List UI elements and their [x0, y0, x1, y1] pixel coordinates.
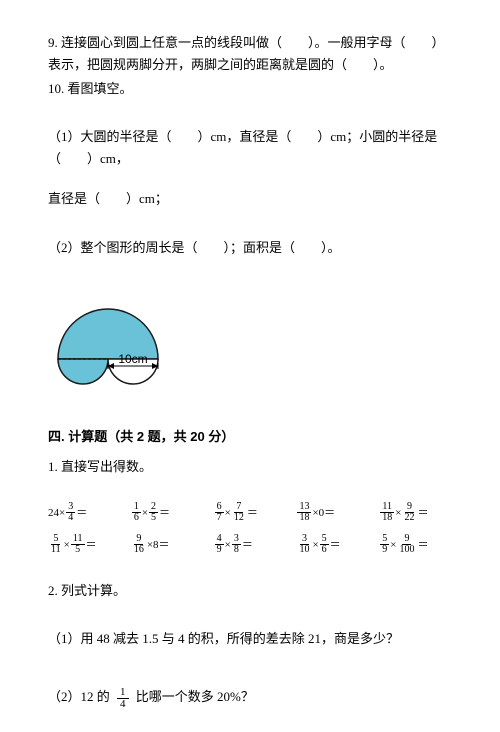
word2-fraction: 1 4 [117, 687, 129, 710]
figure-label: 10cm [118, 352, 147, 366]
eq-2-2: 916 ×8＝ [131, 532, 204, 558]
word-problem-2: （2）12 的 1 4 比哪一个数多 20%？ [48, 686, 452, 710]
section-4-sub1: 1. 直接写出得数。 [48, 456, 452, 478]
word2-post: 比哪一个数多 20%？ [136, 689, 254, 704]
eq-1-3: 67 × 712 ＝ [214, 500, 287, 526]
section-4-heading: 四. 计算题（共 2 题，共 20 分） [48, 426, 452, 448]
word2-pre: （2）12 的 [48, 689, 110, 704]
question-10-part2: （2）整个图形的周长是（ ）；面积是（ ）。 [48, 237, 452, 259]
eq-1-4: 1318 ×0＝ [296, 500, 369, 526]
eq-1-5: 1118 × 922 ＝ [379, 500, 452, 526]
eq-1-1: 24× 34 ＝ [48, 500, 121, 526]
eq-text: 24× [48, 504, 65, 523]
question-9: 9. 连接圆心到圆上任意一点的线段叫做（ ）。一般用字母（ ）表示，把圆规两脚分… [48, 32, 452, 76]
eq-2-4: 310 × 56 ＝ [296, 532, 369, 558]
question-10-part1b: 直径是（ ）cm； [48, 188, 452, 210]
question-10-part1: （1）大圆的半径是（ ）cm，直径是（ ）cm；小圆的半径是（ ）cm， [48, 126, 452, 170]
eq-1-2: 16 × 25 ＝ [131, 500, 204, 526]
section-4-sub2: 2. 列式计算。 [48, 580, 452, 602]
question-10-figure: 10cm [48, 281, 452, 398]
equation-row-1: 24× 34 ＝ 16 × 25 ＝ 67 × 712 ＝ 1318 ×0＝ 1… [48, 500, 452, 526]
document-page: 9. 连接圆心到圆上任意一点的线段叫做（ ）。一般用字母（ ）表示，把圆规两脚分… [0, 0, 500, 732]
eq-2-1: 511 × 115 ＝ [48, 532, 121, 558]
equation-row-2: 511 × 115 ＝ 916 ×8＝ 49 × 38 ＝ 310 × 56 ＝… [48, 532, 452, 558]
eq-2-5: 59 × 9100 ＝ [379, 532, 452, 558]
eq-2-3: 49 × 38 ＝ [214, 532, 287, 558]
question-10-title: 10. 看图填空。 [48, 78, 452, 100]
word-problem-1: （1）用 48 减去 1.5 与 4 的积，所得的差去除 21，商是多少？ [48, 628, 452, 650]
